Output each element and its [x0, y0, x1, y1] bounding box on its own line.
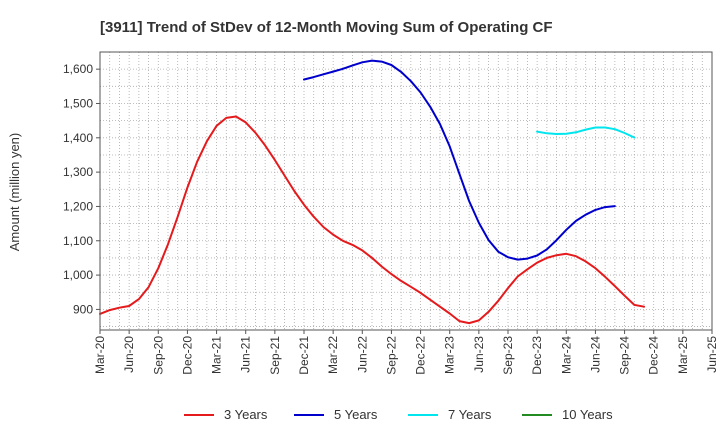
grid [100, 52, 712, 330]
x-tick-label: Jun-23 [472, 336, 486, 373]
series-line-5-years [303, 59, 616, 261]
series-line-3-years [99, 115, 645, 325]
x-tick-label: Jun-25 [705, 336, 719, 373]
y-axis-label: Amount (million yen) [7, 133, 22, 252]
y-tick-label: 1,500 [63, 96, 93, 110]
x-tick-label: Sep-24 [618, 336, 632, 375]
x-tick-label: Sep-21 [268, 336, 282, 375]
y-tick-label: 1,300 [63, 165, 93, 179]
x-tick-label: Mar-23 [443, 336, 457, 374]
legend-label: 5 Years [334, 407, 378, 422]
chart-title: [3911] Trend of StDev of 12-Month Moving… [100, 19, 553, 36]
series-line-7-years [536, 126, 636, 139]
y-tick-label: 900 [73, 302, 93, 316]
series-layer [99, 59, 645, 325]
legend-label: 10 Years [562, 407, 613, 422]
x-axis: Mar-20 Jun-20 Sep-20 Dec-20 Mar-21 Jun-21 Sep-… [93, 330, 719, 375]
x-tick-label: Mar-22 [326, 336, 340, 374]
y-tick-label: 1,000 [63, 268, 93, 282]
y-axis: 900 1,000 1,100 1,200 1,300 1,400 1,500 1,600 [63, 62, 100, 316]
y-tick-label: 1,100 [63, 234, 93, 248]
x-tick-label: Dec-23 [530, 336, 544, 375]
x-tick-label: Sep-23 [501, 336, 515, 375]
legend-label: 3 Years [224, 407, 268, 422]
x-tick-label: Jun-21 [239, 336, 253, 373]
y-tick-label: 1,200 [63, 199, 93, 213]
plot-area-frame [99, 51, 713, 331]
legend: 3 Years 5 Years 7 Years 10 Years [184, 407, 613, 422]
x-tick-label: Mar-21 [210, 336, 224, 374]
x-tick-label: Dec-21 [297, 336, 311, 375]
x-tick-label: Jun-24 [588, 336, 602, 373]
x-tick-label: Sep-20 [151, 336, 165, 375]
y-tick-label: 1,600 [63, 62, 93, 76]
x-tick-label: Mar-20 [93, 336, 107, 374]
x-tick-label: Mar-25 [676, 336, 690, 374]
legend-label: 7 Years [448, 407, 492, 422]
x-tick-label: Dec-24 [647, 336, 661, 375]
x-tick-label: Jun-22 [355, 336, 369, 373]
x-tick-label: Dec-20 [180, 336, 194, 375]
x-tick-label: Sep-22 [384, 336, 398, 375]
x-tick-label: Mar-24 [559, 336, 573, 374]
x-tick-label: Jun-20 [122, 336, 136, 373]
x-tick-label: Dec-22 [414, 336, 428, 375]
y-tick-label: 1,400 [63, 131, 93, 145]
